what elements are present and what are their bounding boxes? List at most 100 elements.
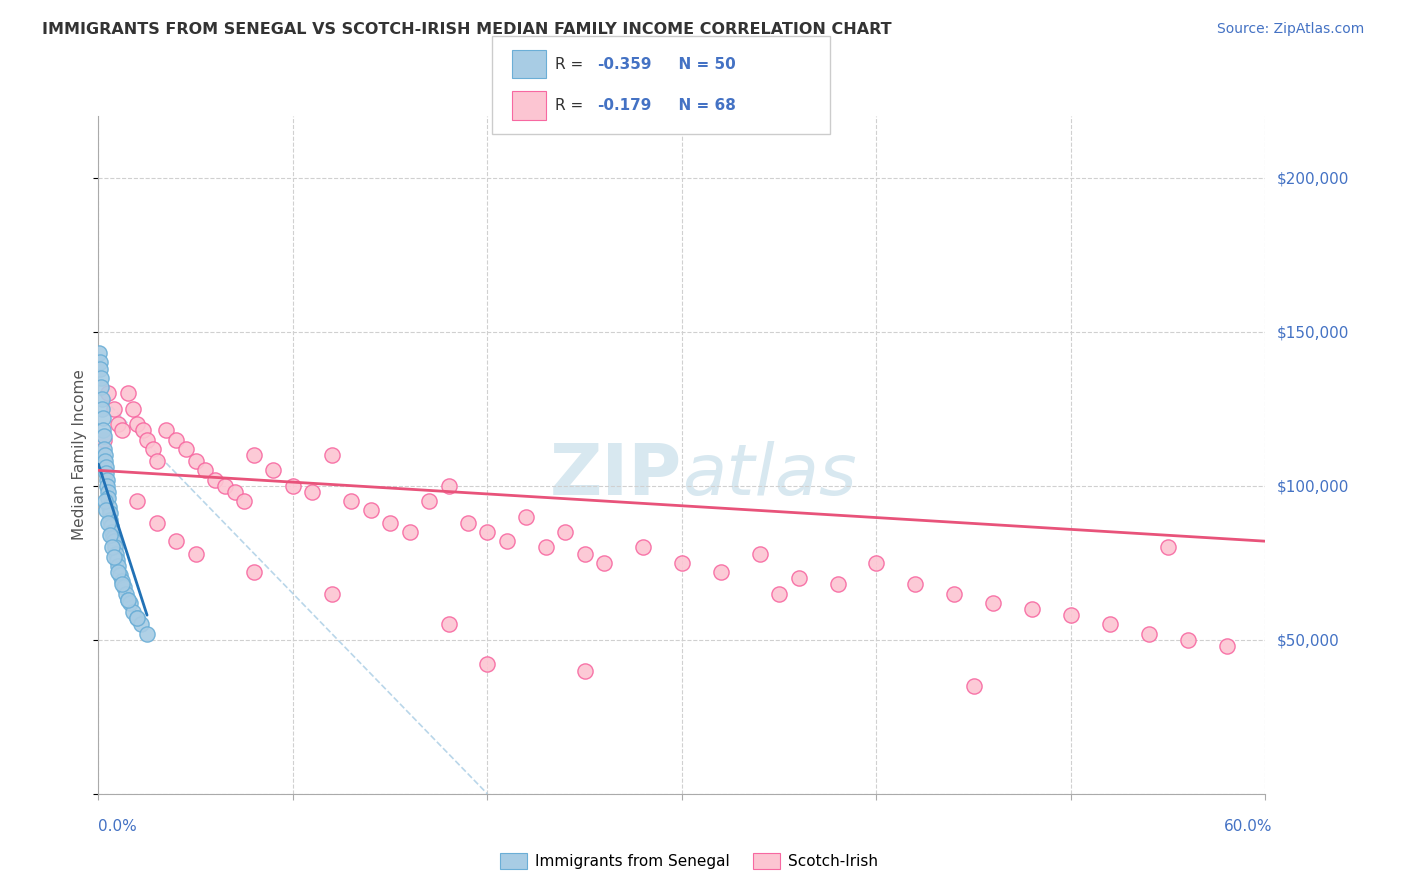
Point <box>574 664 596 678</box>
Point <box>136 433 159 447</box>
Point <box>321 448 343 462</box>
Legend: Immigrants from Senegal, Scotch-Irish: Immigrants from Senegal, Scotch-Irish <box>494 847 884 875</box>
Point <box>101 524 124 539</box>
Point <box>98 507 121 521</box>
Point <box>142 442 165 456</box>
Point <box>515 509 537 524</box>
Point <box>224 484 246 499</box>
Point <box>281 479 304 493</box>
Point <box>184 454 207 468</box>
Point <box>360 503 382 517</box>
Point <box>827 577 849 591</box>
Point <box>1157 541 1180 555</box>
Point <box>437 617 460 632</box>
Point <box>93 442 115 456</box>
Point <box>477 657 499 672</box>
Point <box>1021 602 1043 616</box>
Point <box>90 380 112 394</box>
Text: R =: R = <box>555 57 589 71</box>
Point <box>748 547 770 561</box>
Point <box>787 571 810 585</box>
Point <box>495 534 517 549</box>
Point <box>418 494 440 508</box>
Point <box>89 361 111 376</box>
Text: 60.0%: 60.0% <box>1225 819 1272 834</box>
Point <box>94 454 117 468</box>
Point <box>129 617 152 632</box>
Text: 0.0%: 0.0% <box>98 819 138 834</box>
Point <box>101 541 124 555</box>
Point <box>174 442 197 456</box>
Point <box>962 679 984 693</box>
Point <box>97 516 120 530</box>
Point <box>340 494 363 508</box>
Point <box>127 494 149 508</box>
Point <box>1060 608 1083 623</box>
Text: atlas: atlas <box>682 441 856 509</box>
Point <box>97 491 120 505</box>
Point <box>89 355 111 369</box>
Point <box>96 473 118 487</box>
Point <box>1177 632 1199 647</box>
Point <box>243 565 266 579</box>
Point <box>98 500 121 515</box>
Point <box>165 534 187 549</box>
Point <box>98 528 121 542</box>
Point <box>943 586 966 600</box>
Point <box>104 547 127 561</box>
Point <box>94 448 117 462</box>
Point <box>768 586 790 600</box>
Point <box>1137 626 1160 640</box>
Point <box>243 448 266 462</box>
Point <box>98 513 121 527</box>
Point <box>94 494 117 508</box>
Point <box>107 565 129 579</box>
Text: ZIP: ZIP <box>550 441 682 509</box>
Point <box>534 541 557 555</box>
Text: N = 50: N = 50 <box>668 57 735 71</box>
Point <box>1215 639 1237 653</box>
Point <box>91 401 114 416</box>
Point <box>112 581 135 595</box>
Point <box>107 417 129 431</box>
Point <box>93 429 115 443</box>
Point <box>117 592 139 607</box>
Point <box>103 401 125 416</box>
Point <box>593 556 616 570</box>
Text: N = 68: N = 68 <box>668 98 735 112</box>
Point <box>155 423 177 437</box>
Point <box>97 484 120 499</box>
Point <box>904 577 927 591</box>
Point <box>89 346 111 360</box>
Point <box>127 611 149 625</box>
Point <box>204 473 226 487</box>
Point <box>103 534 125 549</box>
Point <box>398 524 420 539</box>
Point <box>146 516 169 530</box>
Point <box>194 463 217 477</box>
Point <box>671 556 693 570</box>
Point <box>91 423 114 437</box>
Point <box>262 463 284 477</box>
Point <box>457 516 479 530</box>
Point <box>1098 617 1121 632</box>
Point <box>111 423 134 437</box>
Text: IMMIGRANTS FROM SENEGAL VS SCOTCH-IRISH MEDIAN FAMILY INCOME CORRELATION CHART: IMMIGRANTS FROM SENEGAL VS SCOTCH-IRISH … <box>42 22 891 37</box>
Point <box>100 518 122 533</box>
Text: -0.179: -0.179 <box>598 98 652 112</box>
Text: Source: ZipAtlas.com: Source: ZipAtlas.com <box>1216 22 1364 37</box>
Point <box>710 565 733 579</box>
Point <box>127 417 149 431</box>
Point <box>111 577 134 591</box>
Point <box>117 592 139 607</box>
Point <box>94 460 117 475</box>
Point <box>107 558 129 573</box>
Point <box>554 524 576 539</box>
Point <box>105 552 128 566</box>
Point <box>101 531 124 545</box>
Point <box>108 568 131 582</box>
Point <box>97 386 120 401</box>
Point <box>321 586 343 600</box>
Point <box>122 401 145 416</box>
Point <box>90 371 112 385</box>
